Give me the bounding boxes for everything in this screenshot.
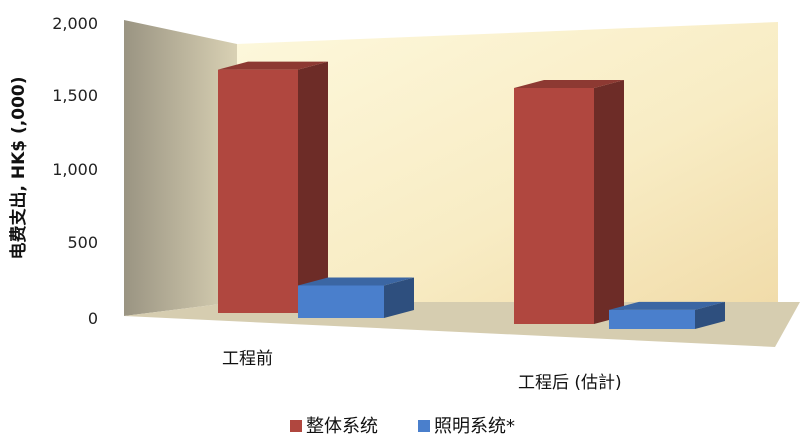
bar-side [384, 277, 414, 318]
x-category-label: 工程前 [222, 349, 273, 369]
bar-side [594, 80, 624, 324]
y-tick-label: 500 [67, 233, 98, 252]
legend-swatch [290, 420, 302, 432]
bar [609, 309, 695, 329]
legend: 整体系统 照明系统* [290, 416, 515, 437]
bar-side [298, 61, 328, 313]
bar-top [218, 61, 328, 70]
bar [218, 69, 298, 313]
x-category-label: 工程后 (估計) [518, 373, 622, 393]
y-tick-label: 1,500 [52, 86, 98, 105]
bar [514, 88, 594, 324]
legend-swatch [418, 420, 430, 432]
bar-top [298, 277, 414, 286]
legend-label: 整体系统 [306, 416, 378, 437]
y-axis-title: 电费支出, HK$ (,000) [8, 76, 29, 259]
y-tick-label: 0 [88, 309, 98, 328]
y-tick-label: 2,000 [52, 14, 98, 33]
chart-back-wall [237, 22, 778, 302]
bar-top [514, 80, 624, 88]
bars-layer [218, 61, 725, 329]
y-tick-label: 1,000 [52, 160, 98, 179]
bar [298, 285, 384, 318]
chart-side-wall [124, 20, 237, 316]
legend-label: 照明系统* [434, 416, 515, 437]
bar-side [695, 301, 725, 329]
bar-top [609, 301, 725, 310]
